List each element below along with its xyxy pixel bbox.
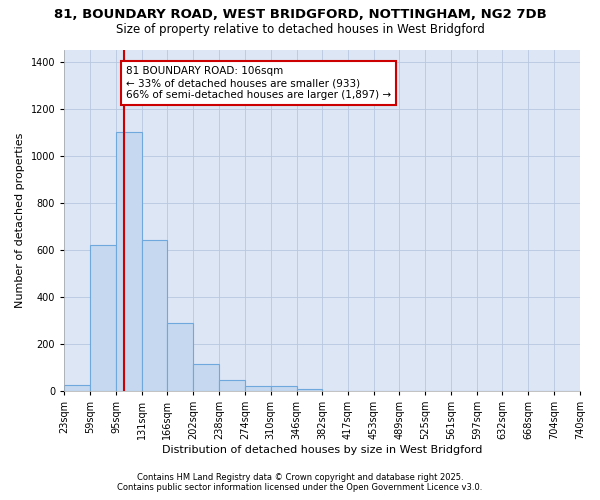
- Text: Size of property relative to detached houses in West Bridgford: Size of property relative to detached ho…: [116, 22, 484, 36]
- Bar: [116, 132, 142, 391]
- Y-axis label: Number of detached properties: Number of detached properties: [15, 133, 25, 308]
- Bar: [90, 245, 116, 391]
- Bar: [193, 364, 219, 391]
- Bar: [167, 322, 193, 391]
- Bar: [219, 380, 245, 391]
- Text: 81, BOUNDARY ROAD, WEST BRIDGFORD, NOTTINGHAM, NG2 7DB: 81, BOUNDARY ROAD, WEST BRIDGFORD, NOTTI…: [53, 8, 547, 20]
- Bar: [142, 240, 167, 391]
- Bar: [64, 385, 90, 391]
- Bar: [296, 388, 322, 391]
- Text: 81 BOUNDARY ROAD: 106sqm
← 33% of detached houses are smaller (933)
66% of semi-: 81 BOUNDARY ROAD: 106sqm ← 33% of detach…: [126, 66, 391, 100]
- Bar: [245, 386, 271, 391]
- Bar: [271, 386, 296, 391]
- X-axis label: Distribution of detached houses by size in West Bridgford: Distribution of detached houses by size …: [162, 445, 482, 455]
- Text: Contains HM Land Registry data © Crown copyright and database right 2025.
Contai: Contains HM Land Registry data © Crown c…: [118, 473, 482, 492]
